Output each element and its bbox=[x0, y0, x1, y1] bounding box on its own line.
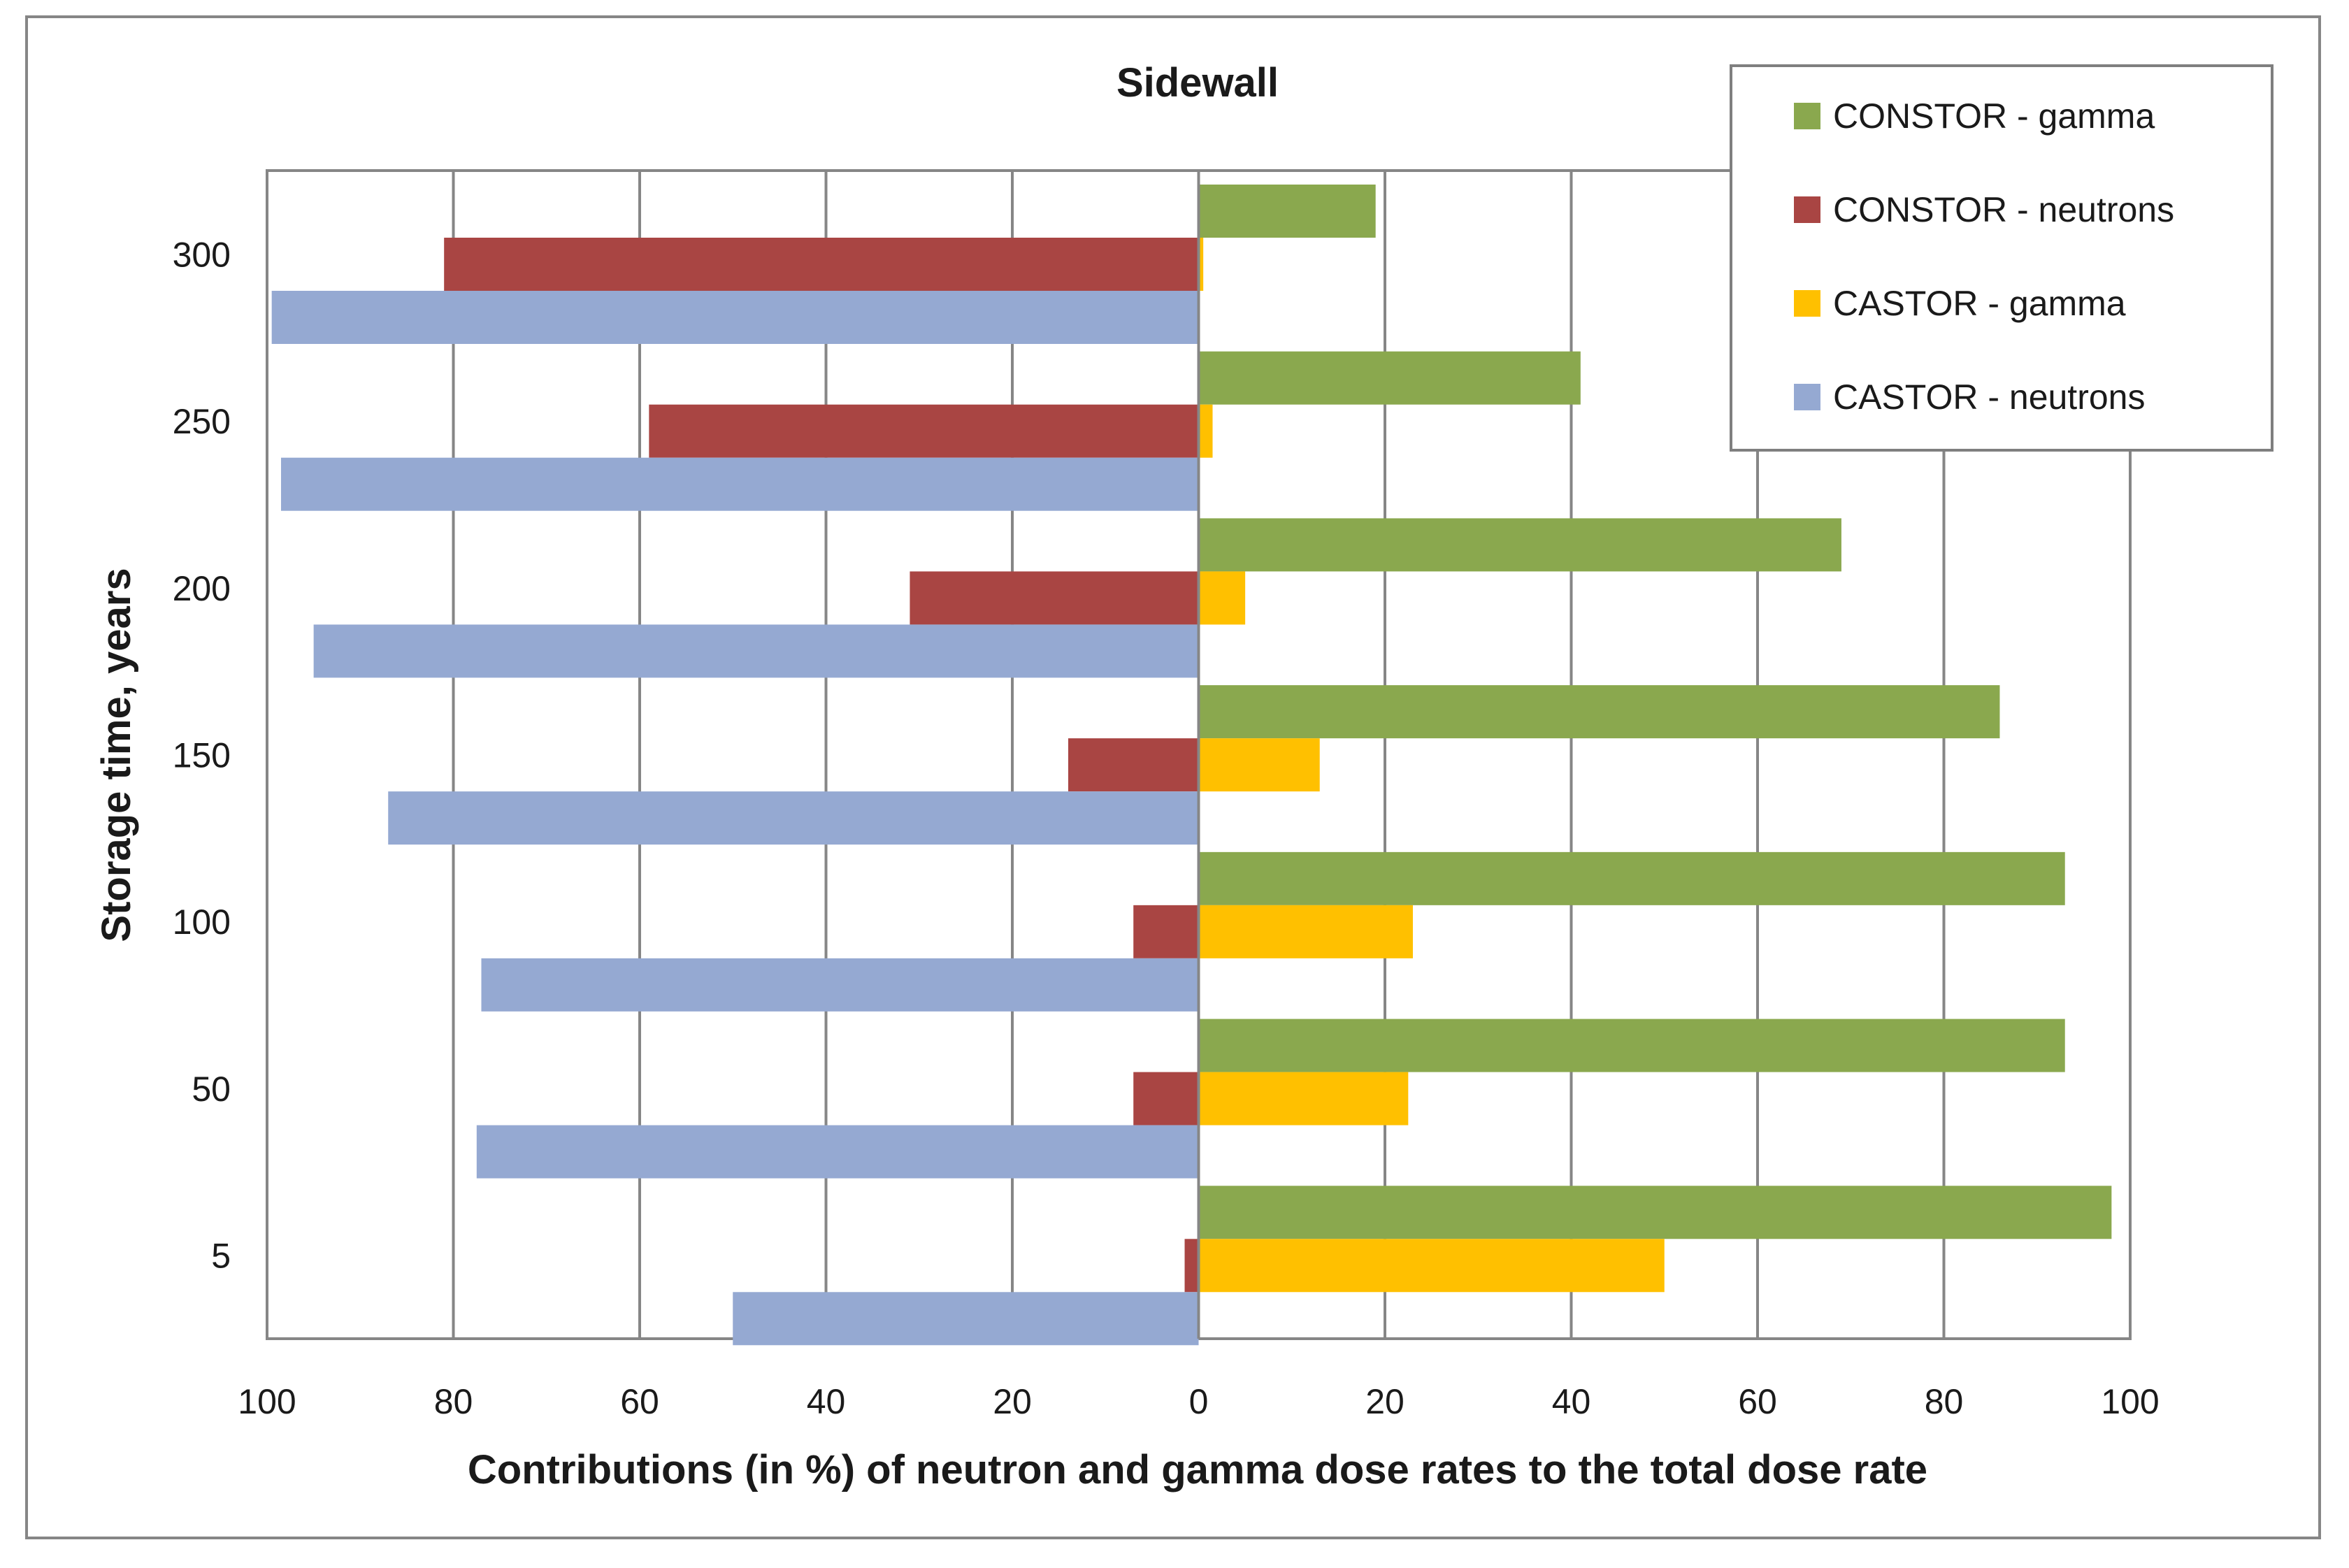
bar-castor-neutrons-150 bbox=[388, 791, 1199, 845]
x-tick-label: 40 bbox=[1552, 1382, 1591, 1421]
legend-swatch bbox=[1794, 290, 1820, 317]
bar-castor-gamma-100 bbox=[1198, 905, 1413, 958]
y-tick-label: 200 bbox=[173, 569, 231, 608]
x-tick-label: 100 bbox=[238, 1382, 296, 1421]
y-tick-label: 100 bbox=[173, 902, 231, 942]
bar-constor-gamma-300 bbox=[1198, 185, 1376, 238]
bar-constor-gamma-200 bbox=[1198, 518, 1841, 572]
x-tick-labels: 100 80 60 40 20 0 20 40 60 80 100 bbox=[238, 1382, 2159, 1421]
bar-constor-neutrons-300 bbox=[444, 238, 1199, 291]
bar-constor-neutrons-250 bbox=[649, 404, 1199, 458]
bar-castor-neutrons-250 bbox=[280, 457, 1199, 511]
bar-castor-gamma-200 bbox=[1198, 571, 1246, 625]
bar-castor-neutrons-50 bbox=[476, 1125, 1199, 1179]
legend: CONSTOR - gamma CONSTOR - neutrons CASTOR … bbox=[1730, 64, 2273, 452]
bar-constor-neutrons-50 bbox=[1133, 1072, 1199, 1125]
bar-castor-neutrons-5 bbox=[733, 1292, 1199, 1346]
bar-castor-neutrons-200 bbox=[313, 624, 1199, 678]
bars bbox=[271, 185, 2112, 1346]
bar-constor-neutrons-200 bbox=[910, 571, 1199, 625]
x-tick-label: 20 bbox=[993, 1382, 1032, 1421]
bar-castor-neutrons-300 bbox=[271, 291, 1199, 344]
y-tick-label: 5 bbox=[211, 1237, 231, 1276]
chart-title: Sidewall bbox=[1116, 60, 1279, 106]
y-tick-labels: 300 250 200 150 100 50 5 bbox=[173, 235, 231, 1275]
legend-label: CONSTOR - gamma bbox=[1833, 96, 2155, 136]
y-axis-title: Storage time, years bbox=[94, 568, 139, 942]
bar-constor-gamma-100 bbox=[1198, 851, 2065, 905]
bar-constor-neutrons-150 bbox=[1068, 738, 1199, 792]
bar-castor-gamma-5 bbox=[1198, 1239, 1665, 1293]
legend-label: CASTOR - neutrons bbox=[1833, 377, 2145, 417]
x-tick-label: 100 bbox=[2101, 1382, 2159, 1421]
bar-castor-gamma-150 bbox=[1198, 738, 1320, 792]
legend-label: CASTOR - gamma bbox=[1833, 284, 2126, 323]
y-tick-label: 300 bbox=[173, 235, 231, 274]
x-tick-label: 20 bbox=[1365, 1382, 1405, 1421]
bar-castor-neutrons-100 bbox=[481, 958, 1199, 1012]
bar-constor-neutrons-100 bbox=[1133, 905, 1199, 958]
x-tick-label: 40 bbox=[807, 1382, 846, 1421]
bar-constor-gamma-150 bbox=[1198, 685, 2000, 739]
bar-constor-neutrons-5 bbox=[1184, 1239, 1199, 1293]
bar-castor-gamma-300 bbox=[1198, 238, 1204, 291]
y-tick-label: 150 bbox=[173, 736, 231, 775]
y-tick-label: 250 bbox=[173, 402, 231, 441]
legend-swatch bbox=[1794, 196, 1820, 223]
x-tick-label: 0 bbox=[1189, 1382, 1209, 1421]
legend-swatch bbox=[1794, 103, 1820, 129]
x-tick-label: 80 bbox=[434, 1382, 473, 1421]
x-tick-label: 60 bbox=[620, 1382, 659, 1421]
legend-swatch bbox=[1794, 384, 1820, 410]
legend-box bbox=[1730, 64, 2273, 452]
bar-castor-gamma-250 bbox=[1198, 404, 1213, 458]
bar-constor-gamma-50 bbox=[1198, 1019, 2065, 1072]
bar-castor-gamma-50 bbox=[1198, 1072, 1409, 1125]
x-tick-label: 80 bbox=[1925, 1382, 1964, 1421]
bar-constor-gamma-250 bbox=[1198, 351, 1581, 405]
bar-constor-gamma-5 bbox=[1198, 1186, 2112, 1239]
x-tick-label: 60 bbox=[1738, 1382, 1777, 1421]
y-tick-label: 50 bbox=[192, 1070, 231, 1109]
x-axis-title: Contributions (in %) of neutron and gamm… bbox=[468, 1447, 1927, 1493]
legend-label: CONSTOR - neutrons bbox=[1833, 190, 2174, 229]
